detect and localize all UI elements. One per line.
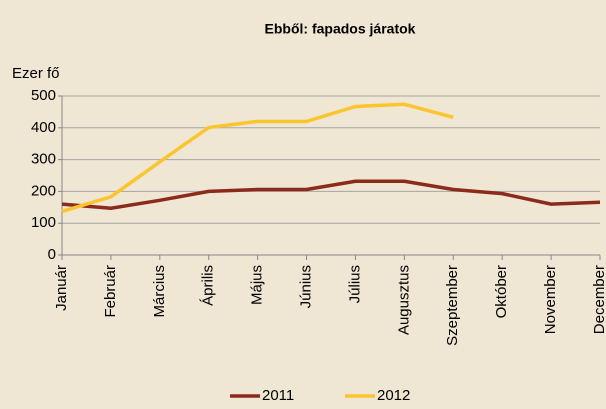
y-tick-label: 300 [31, 151, 56, 168]
series-line [61, 102, 454, 214]
x-tick-label: Augusztus [395, 265, 412, 335]
x-tick-label: Október [493, 265, 510, 318]
y-axis-label: Ezer fő [12, 65, 60, 82]
x-tick-label: Április [200, 265, 217, 306]
series-line [61, 179, 601, 211]
x-tick-label: Február [102, 265, 119, 318]
y-tick-label: 200 [31, 182, 56, 199]
x-tick-label: Május [249, 265, 266, 305]
x-tick-label: Január [53, 265, 70, 311]
legend-label: 2012 [377, 387, 410, 404]
x-tick-label: Március [151, 265, 168, 318]
x-tick-label: Szeptember [444, 265, 461, 346]
x-tick-label: Június [298, 265, 315, 308]
x-tick-label: December [591, 265, 606, 334]
y-tick-label: 100 [31, 214, 56, 231]
y-tick-label: 0 [48, 246, 56, 263]
y-tick-label: 500 [31, 87, 56, 104]
x-tick-label: Július [346, 265, 363, 303]
y-tick-label: 400 [31, 119, 56, 136]
chart-title: Ebből: fapados járatok [265, 21, 416, 37]
legend-label: 2011 [262, 387, 294, 404]
x-tick-label: November [542, 265, 559, 334]
